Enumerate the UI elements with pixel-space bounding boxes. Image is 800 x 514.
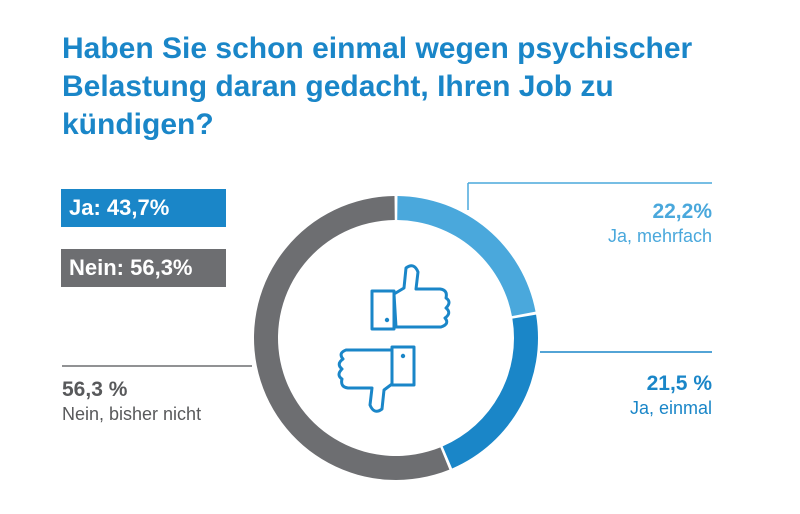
category-ja-mehrfach: Ja, mehrfach (607, 226, 712, 246)
value-nein: 56,3 % (62, 378, 128, 401)
nein-summary-badge: Nein: 56,3% (61, 249, 226, 287)
slice-ja-mehrfach (397, 196, 536, 317)
thumbs-up-icon (370, 264, 451, 331)
label-ja-einmal: 21,5 % Ja, einmal (630, 372, 712, 420)
title-line-3: kündigen? (62, 108, 214, 141)
slice-ja-einmal (442, 314, 538, 469)
value-ja-mehrfach: 22,2% (652, 200, 712, 223)
thumbs-down-icon (337, 345, 416, 413)
category-ja-einmal: Ja, einmal (629, 398, 712, 418)
donut-slices (253, 196, 538, 480)
title-line-2: Belastung daran gedacht, Ihren Job zu (62, 70, 614, 103)
label-ja-mehrfach: 22,2% Ja, mehrfach (608, 200, 712, 248)
chart-title: Haben Sie schon einmal wegen psychischer… (62, 30, 762, 144)
category-nein: Nein, bisher nicht (62, 404, 202, 424)
slice-nein (253, 196, 450, 480)
ja-summary-badge: Ja: 43,7% (61, 189, 226, 227)
label-nein: 56,3 % Nein, bisher nicht (62, 378, 202, 426)
value-ja-einmal: 21,5 % (646, 372, 712, 395)
title-line-1: Haben Sie schon einmal wegen psychischer (62, 32, 693, 65)
